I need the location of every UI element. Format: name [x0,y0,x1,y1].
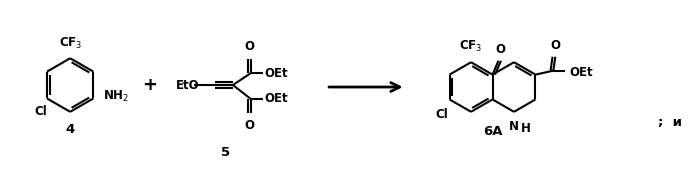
Text: CF$_3$: CF$_3$ [459,39,483,54]
Text: OEt: OEt [264,67,288,80]
Text: O: O [245,119,255,132]
Text: Cl: Cl [435,108,448,121]
Text: +: + [142,76,157,94]
Text: O: O [245,40,255,53]
Text: EtO: EtO [176,78,200,91]
Text: 5: 5 [221,146,230,159]
Text: N: N [509,120,519,133]
Text: ;  и: ; и [658,116,681,129]
Text: CF$_3$: CF$_3$ [58,36,82,51]
Text: NH$_2$: NH$_2$ [103,89,129,104]
Text: OEt: OEt [264,92,288,105]
Text: O: O [496,43,505,56]
Text: OEt: OEt [569,66,593,79]
Text: 4: 4 [65,123,74,136]
Text: H: H [521,122,531,135]
Text: Cl: Cl [35,105,47,118]
Text: O: O [551,39,560,52]
Text: 6A: 6A [483,125,503,138]
